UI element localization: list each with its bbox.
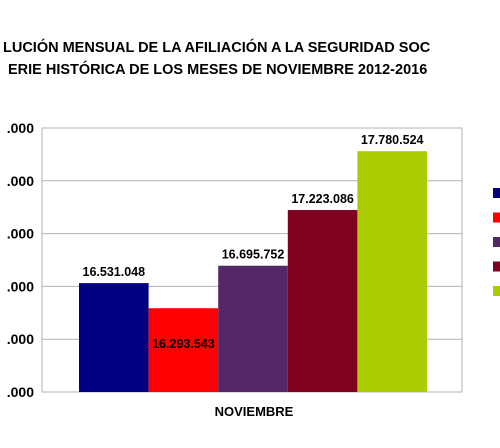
x-category-label: NOVIEMBRE <box>215 404 294 419</box>
category-labels: NOVIEMBRE <box>215 404 294 419</box>
bar-5 <box>357 151 427 392</box>
y-tick-label: .000 <box>7 226 34 242</box>
data-label: 16.695.752 <box>222 248 285 262</box>
bar-1 <box>79 283 149 392</box>
y-tick-label: .000 <box>7 278 34 294</box>
y-tick-label: .000 <box>7 120 34 136</box>
bar-data-labels: 16.531.048 16.293.543 16.695.752 17.223.086… <box>83 133 424 351</box>
y-axis-tick-labels: .000 .000 .000 .000 .000 .000 <box>7 120 34 400</box>
chart-title-line-2: ERIE HISTÓRICA DE LOS MESES DE NOVIEMBRE… <box>8 60 427 78</box>
y-tick-label: .000 <box>7 331 34 347</box>
bar-4 <box>287 210 358 392</box>
legend-swatch-5 <box>493 286 500 296</box>
legend-swatch-2 <box>493 212 500 223</box>
legend <box>493 188 500 296</box>
bar-2 <box>148 308 219 392</box>
chart-title-line-1: LUCIÓN MENSUAL DE LA AFILIACIÓN A LA SEG… <box>3 38 431 56</box>
legend-swatch-4 <box>493 261 500 272</box>
data-label: 16.293.543 <box>152 337 215 351</box>
data-label: 16.531.048 <box>83 265 146 279</box>
bar-3 <box>218 265 288 392</box>
data-label: 17.223.086 <box>291 192 354 206</box>
legend-swatch-1 <box>493 188 500 198</box>
legend-swatch-3 <box>493 237 500 247</box>
y-tick-label: .000 <box>7 384 34 400</box>
data-label: 17.780.524 <box>361 133 424 147</box>
y-tick-label: .000 <box>7 173 34 189</box>
bars <box>79 151 427 392</box>
